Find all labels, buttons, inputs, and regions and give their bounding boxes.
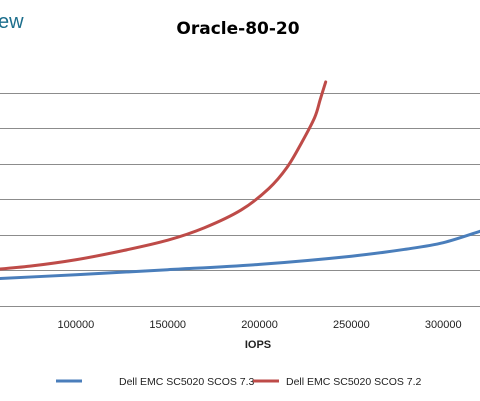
legend: Dell EMC SC5020 SCOS 7.3 Dell EMC SC5020 … — [56, 376, 422, 388]
x-tick-label: 300000 — [425, 319, 462, 331]
legend-label-2: Dell EMC SC5020 SCOS 7.2 — [286, 376, 422, 388]
series-line-2 — [0, 80, 328, 271]
watermark-text: ew — [0, 11, 24, 33]
x-tick-label: 250000 — [333, 319, 370, 331]
x-tick-label: 150000 — [149, 319, 186, 331]
chart-title: Oracle-80-20 — [176, 19, 299, 39]
series-lines — [0, 80, 480, 281]
x-tick-labels: 10000015000020000025000030000050000 — [57, 319, 462, 331]
x-tick-label: 100000 — [57, 319, 94, 331]
x-tick-label: 200000 — [241, 319, 278, 331]
legend-label-1: Dell EMC SC5020 SCOS 7.3 — [119, 376, 255, 388]
x-axis-label: IOPS — [245, 339, 271, 351]
gridlines — [0, 93, 480, 271]
series-line-1 — [0, 229, 480, 281]
